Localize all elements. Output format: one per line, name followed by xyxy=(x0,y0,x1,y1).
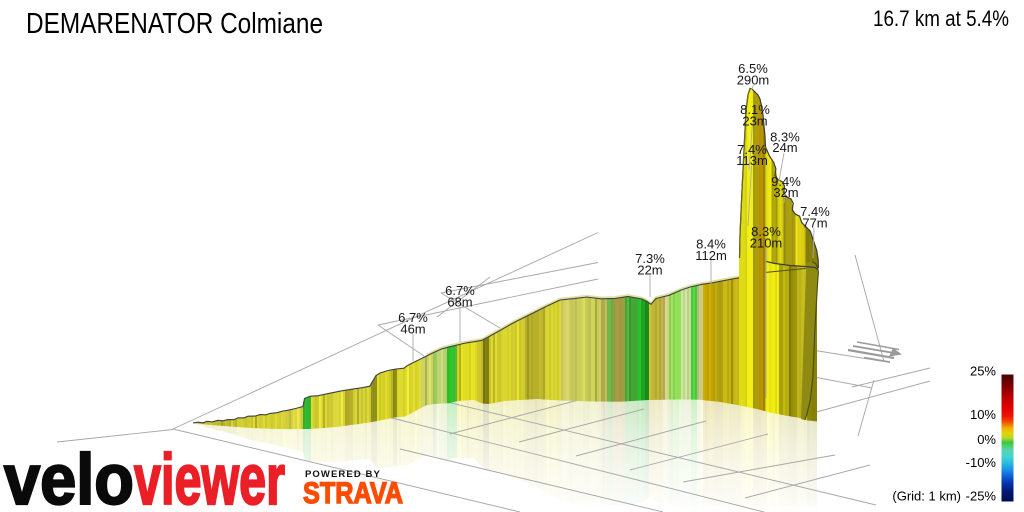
svg-text:6.5%: 6.5% xyxy=(738,61,768,76)
svg-text:24m: 24m xyxy=(772,140,797,155)
svg-text:10%: 10% xyxy=(970,407,996,422)
svg-text:290m: 290m xyxy=(737,72,770,87)
svg-text:STRAVA: STRAVA xyxy=(303,477,403,510)
svg-text:112m: 112m xyxy=(695,248,727,263)
svg-text:210m: 210m xyxy=(750,235,783,250)
svg-text:23m: 23m xyxy=(742,113,767,128)
svg-text:8.4%: 8.4% xyxy=(696,236,726,251)
svg-text:DEMARENATOR Colmiane: DEMARENATOR Colmiane xyxy=(26,8,323,40)
svg-text:8.1%: 8.1% xyxy=(740,102,770,117)
svg-text:(Grid: 1 km): (Grid: 1 km) xyxy=(892,489,961,504)
svg-text:velo: velo xyxy=(4,441,134,512)
svg-text:7.3%: 7.3% xyxy=(635,251,665,266)
svg-text:7.4%: 7.4% xyxy=(737,142,767,157)
svg-text:16.7 km at 5.4%: 16.7 km at 5.4% xyxy=(873,6,1009,31)
svg-text:68m: 68m xyxy=(447,294,472,309)
svg-text:46m: 46m xyxy=(400,321,425,336)
svg-text:113m: 113m xyxy=(736,153,768,168)
svg-text:9.4%: 9.4% xyxy=(771,174,801,189)
svg-text:77m: 77m xyxy=(802,215,827,230)
svg-text:32m: 32m xyxy=(773,185,798,200)
svg-text:viewer: viewer xyxy=(134,441,285,512)
svg-text:22m: 22m xyxy=(637,262,662,277)
svg-text:-10%: -10% xyxy=(966,455,997,470)
svg-text:8.3%: 8.3% xyxy=(770,129,800,144)
svg-text:7.4%: 7.4% xyxy=(800,204,830,219)
svg-text:-25%: -25% xyxy=(966,489,997,504)
svg-text:0%: 0% xyxy=(977,432,996,447)
svg-text:POWERED BY: POWERED BY xyxy=(305,469,381,480)
svg-text:6.7%: 6.7% xyxy=(398,310,428,325)
svg-text:25%: 25% xyxy=(970,364,996,379)
svg-text:6.7%: 6.7% xyxy=(445,283,475,298)
svg-text:8.3%: 8.3% xyxy=(751,224,781,239)
